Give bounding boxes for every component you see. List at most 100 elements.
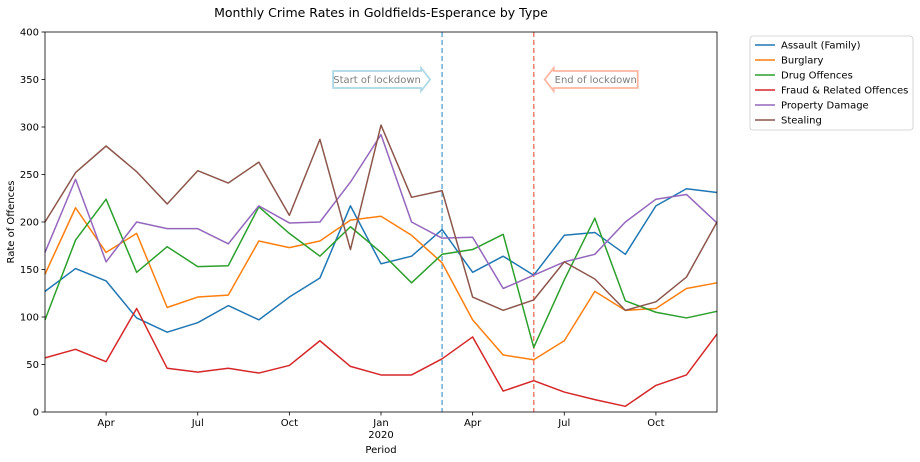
data-point [166, 306, 168, 308]
data-point [288, 222, 290, 224]
x-tick-label: Apr [97, 418, 115, 429]
series-line [44, 207, 718, 361]
data-point [655, 311, 657, 313]
data-point [410, 221, 412, 223]
data-point [380, 251, 382, 253]
y-tick-label: 250 [20, 170, 39, 181]
data-point [349, 205, 351, 207]
data-point [533, 359, 535, 361]
data-point [258, 205, 260, 207]
data-point [74, 239, 76, 241]
x-tick-sublabel: 2020 [368, 430, 393, 441]
data-point [502, 390, 504, 392]
y-tick-label: 200 [20, 218, 39, 229]
data-point [227, 367, 229, 369]
data-point [471, 248, 473, 250]
data-point [594, 398, 596, 400]
data-point [197, 227, 199, 229]
data-point [319, 277, 321, 279]
arrow-right-icon [332, 65, 432, 94]
data-point [349, 248, 351, 250]
data-point [380, 374, 382, 376]
annotation-label: End of lockdown [555, 75, 637, 86]
arrow-left-icon [543, 65, 639, 94]
data-point [441, 262, 443, 264]
series-line [44, 307, 718, 408]
x-tick-label: Jul [191, 418, 204, 429]
data-point [685, 276, 687, 278]
legend-label: Burglary [781, 56, 823, 67]
data-point [74, 207, 76, 209]
data-point [655, 205, 657, 207]
legend-label: Property Damage [781, 101, 869, 112]
data-point [227, 294, 229, 296]
data-point [349, 181, 351, 183]
data-point [533, 274, 535, 276]
data-point [135, 170, 137, 172]
data-point [685, 188, 687, 190]
data-point [624, 221, 626, 223]
data-point [166, 246, 168, 248]
data-point [105, 261, 107, 263]
legend-frame [749, 35, 914, 131]
data-point [502, 309, 504, 311]
data-point [655, 384, 657, 386]
data-point [74, 178, 76, 180]
series-line [44, 198, 718, 349]
data-point [227, 243, 229, 245]
data-point [258, 161, 260, 163]
data-point [227, 182, 229, 184]
data-point [624, 300, 626, 302]
data-point [319, 221, 321, 223]
y-tick-label: 400 [20, 28, 39, 39]
data-point [471, 236, 473, 238]
data-point [349, 365, 351, 367]
series-line [44, 188, 718, 333]
data-point [349, 219, 351, 221]
data-point [563, 261, 565, 263]
data-point [410, 234, 412, 236]
x-tick-label: Jan [372, 418, 388, 429]
data-point [135, 271, 137, 273]
data-point [288, 296, 290, 298]
data-point [105, 198, 107, 200]
data-point [624, 253, 626, 255]
x-tick-label: Apr [464, 418, 482, 429]
data-point [502, 233, 504, 235]
data-point [380, 124, 382, 126]
data-point [74, 171, 76, 173]
data-point [563, 279, 565, 281]
data-point [135, 317, 137, 319]
data-point [288, 214, 290, 216]
y-tick-label: 50 [26, 360, 39, 371]
data-point [655, 198, 657, 200]
data-point [166, 227, 168, 229]
data-point [105, 145, 107, 147]
data-point [563, 234, 565, 236]
data-point [135, 232, 137, 234]
data-point [105, 280, 107, 282]
data-point [319, 255, 321, 257]
data-point [380, 133, 382, 135]
legend: Assault (Family) Burglary Drug Offences Fra… [749, 35, 914, 131]
data-point [685, 193, 687, 195]
data-point [288, 232, 290, 234]
data-point [685, 317, 687, 319]
chart-title: Monthly Crime Rates in Goldfields-Espera… [214, 5, 548, 20]
data-point [441, 228, 443, 230]
data-point [410, 374, 412, 376]
annotation-boxes: Start of lockdown End of lockdown [332, 65, 639, 94]
data-point [227, 304, 229, 306]
data-point [74, 267, 76, 269]
legend-label: Assault (Family) [781, 41, 861, 52]
data-point [594, 231, 596, 233]
data-point [594, 253, 596, 255]
data-point [594, 290, 596, 292]
y-axis: 0 50 100 150 200 250 300 350 400 [20, 28, 45, 419]
data-point [197, 371, 199, 373]
data-point [319, 240, 321, 242]
data-point [166, 331, 168, 333]
data-point [410, 255, 412, 257]
